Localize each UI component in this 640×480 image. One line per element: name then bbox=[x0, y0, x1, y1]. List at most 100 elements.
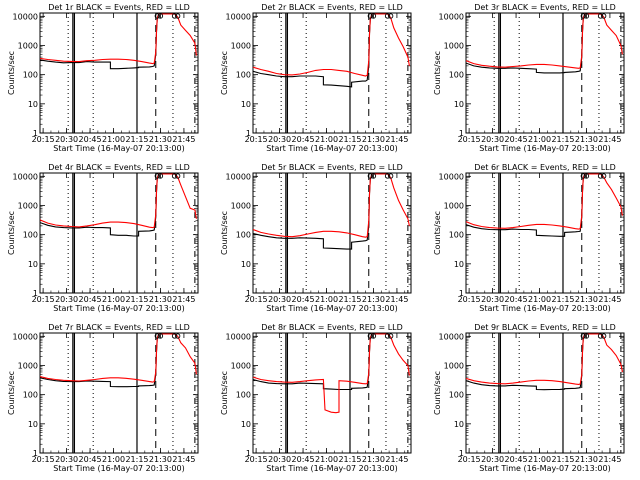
saturation-marker bbox=[597, 13, 604, 19]
y-tick-label: 100 bbox=[236, 231, 251, 240]
x-tick-label: 20:45 bbox=[505, 135, 528, 144]
saturation-marker bbox=[384, 173, 391, 179]
chart-title: Det 1r BLACK = Events, RED = LLD bbox=[48, 3, 190, 12]
chart-title: Det 9r BLACK = Events, RED = LLD bbox=[474, 323, 616, 332]
x-tick-label: 21:30 bbox=[575, 135, 598, 144]
x-tick-label: 20:15 bbox=[245, 135, 268, 144]
saturation-marker bbox=[175, 173, 181, 179]
y-tick-label: 1 bbox=[459, 449, 464, 458]
y-tick-label: 10 bbox=[241, 260, 251, 269]
chart-title: Det 7r BLACK = Events, RED = LLD bbox=[48, 323, 190, 332]
chart-panel-7: Det 7r BLACK = Events, RED = LLD 1 10 100 10… bbox=[7, 323, 199, 473]
plot-frame bbox=[465, 332, 625, 454]
x-tick-label: 20:15 bbox=[245, 295, 268, 304]
saturation-marker bbox=[583, 13, 590, 19]
x-tick-label: 21:00 bbox=[528, 135, 551, 144]
saturation-marker bbox=[388, 13, 394, 19]
plot-area bbox=[466, 173, 623, 293]
x-tick-label: 20:15 bbox=[458, 135, 481, 144]
chart-panel-5: Det 5r BLACK = Events, RED = LLD 1 10 100 10… bbox=[220, 163, 412, 313]
series-lld-line bbox=[40, 333, 197, 383]
x-axis-label: Start Time (16-May-07 20:13:00) bbox=[266, 144, 397, 153]
series-lld-line bbox=[253, 333, 410, 414]
plot-frame bbox=[465, 172, 625, 294]
chart-title: Det 3r BLACK = Events, RED = LLD bbox=[474, 3, 616, 12]
y-tick-label: 100 bbox=[23, 71, 38, 80]
y-tick-label: 1000 bbox=[231, 41, 251, 50]
saturation-marker bbox=[157, 333, 164, 339]
x-tick-label: 21:45 bbox=[385, 135, 408, 144]
y-tick-label: 100 bbox=[449, 71, 464, 80]
chart-title: Det 4r BLACK = Events, RED = LLD bbox=[48, 163, 190, 172]
y-tick-label: 10000 bbox=[13, 12, 38, 21]
series-lld-line bbox=[253, 173, 410, 238]
saturation-marker bbox=[601, 173, 607, 179]
x-tick-label: 20:45 bbox=[79, 295, 102, 304]
saturation-marker bbox=[370, 173, 377, 179]
y-tick-label: 10 bbox=[241, 100, 251, 109]
x-tick-label: 21:30 bbox=[362, 295, 385, 304]
saturation-marker bbox=[384, 333, 391, 339]
saturation-marker bbox=[597, 173, 604, 179]
chart-title: Det 2r BLACK = Events, RED = LLD bbox=[261, 3, 403, 12]
saturation-marker bbox=[157, 173, 164, 179]
y-tick-label: 10000 bbox=[439, 12, 464, 21]
y-tick-label: 10 bbox=[454, 100, 464, 109]
y-tick-label: 1000 bbox=[444, 201, 464, 210]
plot-area bbox=[253, 333, 410, 453]
y-axis-label: Counts/sec bbox=[220, 51, 229, 95]
x-tick-label: 21:00 bbox=[528, 455, 551, 464]
y-tick-label: 1 bbox=[33, 289, 38, 298]
x-tick-label: 21:30 bbox=[149, 455, 172, 464]
x-tick-label: 20:30 bbox=[268, 135, 291, 144]
x-tick-label: 21:45 bbox=[598, 455, 621, 464]
series-lld-line bbox=[466, 173, 623, 230]
saturation-marker bbox=[601, 333, 607, 339]
y-axis-label: Counts/sec bbox=[220, 371, 229, 415]
chart-title: Det 6r BLACK = Events, RED = LLD bbox=[474, 163, 616, 172]
saturation-marker bbox=[171, 13, 178, 19]
y-tick-label: 1 bbox=[246, 129, 251, 138]
y-axis-label: Counts/sec bbox=[433, 51, 442, 95]
y-tick-label: 10000 bbox=[226, 172, 251, 181]
y-tick-label: 1000 bbox=[18, 201, 38, 210]
y-tick-label: 10000 bbox=[13, 332, 38, 341]
chart-panel-1: Det 1r BLACK = Events, RED = LLD 1 10 100 10… bbox=[7, 3, 199, 153]
x-axis-label: Start Time (16-May-07 20:13:00) bbox=[53, 464, 184, 473]
plot-frame bbox=[39, 12, 199, 134]
y-tick-label: 10000 bbox=[226, 12, 251, 21]
y-tick-label: 1000 bbox=[18, 361, 38, 370]
chart-panel-6: Det 6r BLACK = Events, RED = LLD 1 10 100 10… bbox=[433, 163, 625, 313]
chart-title: Det 5r BLACK = Events, RED = LLD bbox=[261, 163, 403, 172]
chart-title: Det 8r BLACK = Events, RED = LLD bbox=[261, 323, 403, 332]
saturation-marker bbox=[154, 13, 160, 19]
y-tick-label: 10 bbox=[28, 100, 38, 109]
y-tick-label: 10 bbox=[28, 420, 38, 429]
saturation-marker bbox=[580, 173, 586, 179]
y-tick-label: 10000 bbox=[439, 172, 464, 181]
y-tick-label: 100 bbox=[23, 391, 38, 400]
series-events-line bbox=[466, 13, 586, 74]
saturation-marker bbox=[171, 333, 178, 339]
y-tick-label: 1000 bbox=[231, 201, 251, 210]
x-tick-label: 21:15 bbox=[551, 455, 574, 464]
x-tick-label: 21:15 bbox=[125, 455, 148, 464]
x-axis-label: Start Time (16-May-07 20:13:00) bbox=[266, 464, 397, 473]
y-tick-label: 100 bbox=[23, 231, 38, 240]
x-tick-label: 20:30 bbox=[268, 455, 291, 464]
plot-area bbox=[40, 13, 197, 133]
saturation-marker bbox=[157, 13, 164, 19]
series-lld-line bbox=[40, 173, 197, 229]
y-tick-label: 1 bbox=[459, 129, 464, 138]
plot-frame bbox=[39, 172, 199, 294]
saturation-marker bbox=[583, 173, 590, 179]
x-tick-label: 21:00 bbox=[315, 455, 338, 464]
x-tick-label: 21:30 bbox=[149, 295, 172, 304]
plot-area bbox=[40, 173, 197, 293]
y-tick-label: 10000 bbox=[439, 332, 464, 341]
x-tick-label: 20:30 bbox=[55, 295, 78, 304]
series-lld-line bbox=[466, 333, 623, 385]
plot-area bbox=[253, 13, 410, 133]
saturation-marker bbox=[154, 173, 160, 179]
saturation-marker bbox=[597, 333, 604, 339]
